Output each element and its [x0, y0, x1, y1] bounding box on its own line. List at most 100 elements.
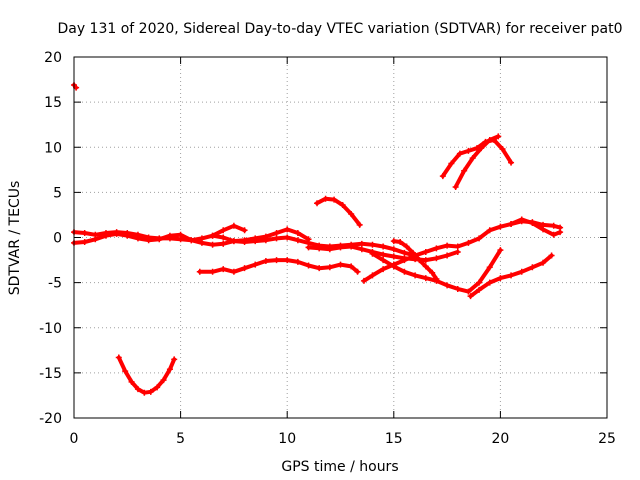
data-point	[461, 167, 468, 174]
data-point	[322, 195, 329, 202]
data-point	[196, 268, 203, 275]
data-point	[497, 275, 504, 282]
data-point	[422, 257, 429, 264]
data-point	[348, 211, 355, 218]
data-point	[273, 235, 280, 242]
y-axis-label: SDTVAR / TECUs	[7, 181, 23, 296]
data-point	[497, 223, 504, 230]
data-point	[465, 147, 472, 154]
data-point	[348, 263, 355, 270]
data-point	[284, 257, 291, 264]
x-tick-label: 10	[278, 431, 296, 447]
series-pass-12	[390, 238, 440, 283]
x-tick-label: 20	[491, 431, 509, 447]
data-point	[284, 234, 291, 241]
x-tick-label: 15	[385, 431, 403, 447]
data-point	[252, 261, 259, 268]
data-point	[550, 231, 557, 238]
y-tick-label: -15	[39, 366, 62, 382]
series-pass-08	[439, 137, 515, 180]
chart-title: Day 131 of 2020, Sidereal Day-to-day VTE…	[57, 21, 622, 37]
data-point	[230, 222, 237, 229]
data-point	[422, 263, 429, 270]
data-point	[433, 245, 440, 252]
data-point	[331, 196, 338, 203]
data-point	[326, 246, 333, 253]
data-point	[476, 279, 483, 286]
data-point	[401, 249, 408, 256]
data-point	[508, 159, 515, 166]
data-point	[390, 253, 397, 260]
series-trace	[197, 258, 360, 274]
data-point	[380, 257, 387, 264]
data-point	[160, 377, 167, 384]
series-pass-07	[314, 195, 363, 228]
data-point	[294, 258, 301, 265]
data-point	[337, 244, 344, 251]
data-point	[316, 265, 323, 272]
x-tick-label: 0	[70, 431, 79, 447]
data-point	[444, 242, 451, 249]
data-point	[220, 227, 227, 234]
data-point	[401, 257, 408, 264]
data-point	[412, 272, 419, 279]
data-point	[497, 247, 504, 254]
data-point	[154, 384, 161, 391]
data-point	[252, 238, 259, 245]
data-point	[369, 241, 376, 248]
data-point	[369, 250, 376, 257]
series-pass-15	[115, 354, 178, 396]
series-pass-09	[452, 133, 502, 190]
y-tick-label: -20	[39, 411, 62, 427]
data-point	[339, 202, 346, 209]
data-point	[486, 137, 493, 144]
data-point	[316, 245, 323, 252]
data-point	[380, 251, 387, 258]
data-point	[241, 239, 248, 246]
data-point	[220, 266, 227, 273]
data-point	[550, 222, 557, 229]
data-point	[262, 257, 269, 264]
data-point	[433, 276, 440, 283]
y-tick-label: 20	[44, 50, 62, 66]
data-point	[508, 272, 515, 279]
data-point	[380, 243, 387, 250]
x-tick-label: 5	[176, 431, 185, 447]
data-point	[305, 244, 312, 251]
data-point	[241, 227, 248, 234]
x-tick-label: 25	[598, 431, 616, 447]
series-pass-06	[196, 257, 361, 275]
data-point	[403, 243, 410, 250]
series-pass-14	[508, 216, 564, 238]
data-point	[422, 275, 429, 282]
data-point	[397, 239, 404, 246]
data-point	[540, 259, 547, 266]
data-point	[262, 237, 269, 244]
data-point	[465, 239, 472, 246]
data-point	[540, 226, 547, 233]
data-point	[294, 237, 301, 244]
data-point	[198, 239, 205, 246]
data-point	[92, 236, 99, 243]
data-point	[128, 378, 135, 385]
data-point	[478, 145, 485, 152]
data-point	[439, 173, 446, 180]
data-point	[177, 231, 184, 238]
data-point	[326, 264, 333, 271]
data-point	[115, 354, 122, 361]
y-tick-label: 10	[44, 140, 62, 156]
data-point	[124, 232, 131, 239]
data-point	[134, 386, 141, 393]
data-point	[529, 220, 536, 227]
data-point	[147, 388, 154, 395]
data-point	[469, 155, 476, 162]
data-point	[337, 261, 344, 268]
series-pass-13	[467, 252, 555, 300]
data-point	[390, 246, 397, 253]
data-point	[356, 221, 363, 228]
data-point	[220, 240, 227, 247]
data-point	[188, 237, 195, 244]
data-point	[390, 238, 397, 245]
data-point	[273, 257, 280, 264]
